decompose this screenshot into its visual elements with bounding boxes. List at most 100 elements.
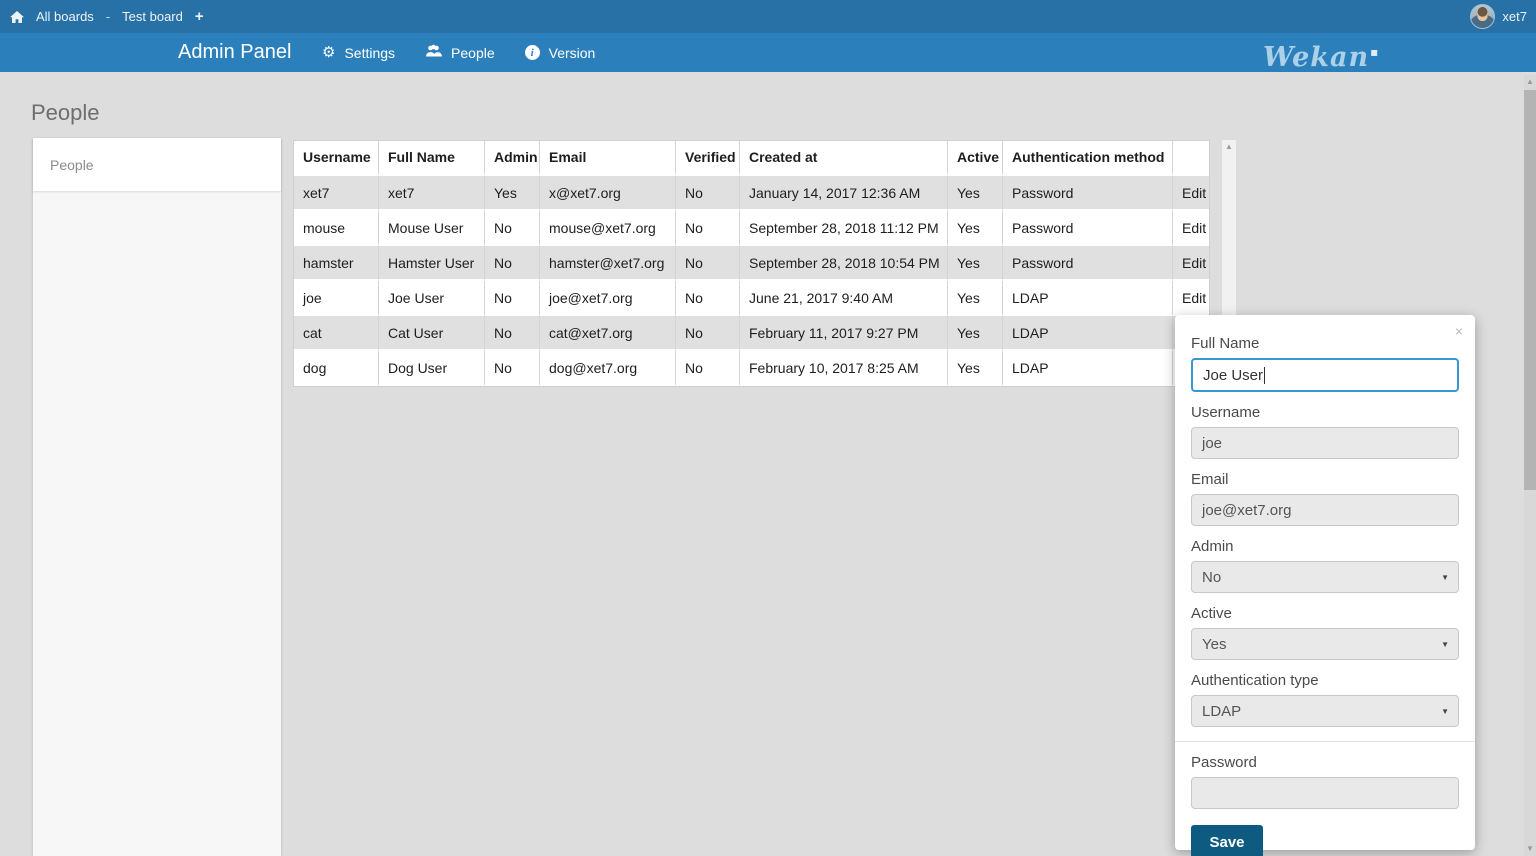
admin-panel-bar: Admin Panel ⚙ Settings People i Version … [0, 33, 1536, 73]
page-title: People [31, 100, 100, 125]
cell-email: dog@xet7.org [540, 351, 676, 386]
active-select[interactable]: Yes ▼ [1191, 628, 1459, 660]
cell-email: x@xet7.org [540, 176, 676, 211]
home-icon[interactable] [10, 10, 24, 23]
top-navigation-bar: All boards - Test board + xet7 [0, 0, 1536, 33]
chevron-down-icon: ▼ [1441, 572, 1449, 582]
add-board-button[interactable]: + [194, 8, 204, 25]
nav-version-label: Version [548, 44, 596, 61]
cell-admin: Yes [485, 176, 540, 211]
edit-link[interactable]: Edit [1182, 254, 1207, 271]
popup-divider [1175, 741, 1475, 742]
admin-select[interactable]: No ▼ [1191, 561, 1459, 593]
cell-actions: Edit [1173, 281, 1209, 316]
settings-sidebar: People [33, 138, 281, 856]
nav-settings-label: Settings [344, 44, 396, 61]
username-label: Username [1191, 404, 1261, 421]
edit-link[interactable]: Edit [1182, 219, 1207, 236]
full-name-input[interactable]: Joe User [1191, 358, 1459, 392]
cell-auth-method: Password [1003, 246, 1173, 281]
cell-full-name: xet7 [379, 176, 485, 211]
table-row: dog Dog User No dog@xet7.org No February… [294, 351, 1209, 386]
wekan-logo: Wekan▪ [1263, 42, 1380, 73]
active-group: Active Yes ▼ [1191, 605, 1459, 660]
close-icon[interactable]: × [1454, 323, 1463, 339]
cell-admin: No [485, 351, 540, 386]
cell-created-at: September 28, 2018 11:12 PM [740, 211, 948, 246]
save-button[interactable]: Save [1191, 825, 1263, 856]
sidebar-item-people[interactable]: People [33, 138, 281, 191]
cell-auth-method: Password [1003, 211, 1173, 246]
edit-link[interactable]: Edit [1182, 289, 1207, 306]
page-scrollbar-thumb[interactable] [1524, 90, 1536, 490]
cell-verified: No [676, 351, 740, 386]
cell-username: cat [294, 316, 379, 351]
cell-created-at: June 21, 2017 9:40 AM [740, 281, 948, 316]
nav-settings[interactable]: ⚙ Settings [322, 45, 395, 61]
cell-actions: Edit [1173, 176, 1209, 211]
edit-link[interactable]: Edit [1182, 184, 1207, 201]
admin-label: Admin [1191, 538, 1234, 555]
page-scroll-down-icon[interactable]: ▼ [1526, 844, 1534, 853]
page-scrollbar[interactable]: ▲ ▼ [1524, 75, 1536, 856]
chevron-down-icon: ▼ [1441, 639, 1449, 649]
admin-value: No [1202, 568, 1222, 586]
cell-verified: No [676, 281, 740, 316]
email-value: joe@xet7.org [1202, 501, 1292, 519]
auth-type-select[interactable]: LDAP ▼ [1191, 695, 1459, 727]
col-username: Username [294, 141, 379, 176]
cell-created-at: January 14, 2017 12:36 AM [740, 176, 948, 211]
cell-email: mouse@xet7.org [540, 211, 676, 246]
cell-active: Yes [948, 281, 1003, 316]
cell-full-name: Cat User [379, 316, 485, 351]
auth-type-value: LDAP [1202, 702, 1242, 720]
cell-active: Yes [948, 211, 1003, 246]
table-row: hamster Hamster User No hamster@xet7.org… [294, 246, 1209, 281]
cell-full-name: Dog User [379, 351, 485, 386]
password-group: Password [1191, 754, 1459, 809]
admin-panel-title: Admin Panel [178, 41, 292, 63]
user-avatar[interactable] [1470, 4, 1496, 29]
auth-type-label: Authentication type [1191, 672, 1319, 689]
breadcrumb: All boards - Test board + [0, 8, 204, 25]
cell-email: hamster@xet7.org [540, 246, 676, 281]
edit-user-popup: × Full Name Joe User Username joe Email … [1175, 315, 1475, 856]
email-label: Email [1191, 471, 1229, 488]
cell-verified: No [676, 211, 740, 246]
username-group: Username joe [1191, 404, 1459, 459]
board-link[interactable]: Test board [122, 9, 183, 24]
cell-full-name: Hamster User [379, 246, 485, 281]
cell-created-at: February 11, 2017 9:27 PM [740, 316, 948, 351]
col-admin: Admin [485, 141, 540, 176]
cell-actions: Edit [1173, 246, 1209, 281]
cell-auth-method: LDAP [1003, 351, 1173, 386]
nav-people[interactable]: People [425, 44, 495, 61]
table-scroll-up-icon[interactable]: ▲ [1225, 142, 1233, 151]
password-input[interactable] [1191, 777, 1459, 809]
cell-admin: No [485, 281, 540, 316]
logo-mark: ▪ [1370, 45, 1380, 59]
text-cursor [1264, 366, 1266, 384]
cell-username: joe [294, 281, 379, 316]
people-table: Username Full Name Admin Email Verified … [293, 140, 1210, 387]
gear-icon: ⚙ [322, 44, 336, 61]
cell-auth-method: LDAP [1003, 316, 1173, 351]
cell-active: Yes [948, 176, 1003, 211]
cell-admin: No [485, 211, 540, 246]
people-table-wrap: Username Full Name Admin Email Verified … [293, 140, 1210, 387]
cell-email: cat@xet7.org [540, 316, 676, 351]
all-boards-link[interactable]: All boards [36, 9, 94, 24]
cell-auth-method: LDAP [1003, 281, 1173, 316]
col-created-at: Created at [740, 141, 948, 176]
cell-username: dog [294, 351, 379, 386]
member-menu-button[interactable]: xet7 [1470, 0, 1527, 33]
chevron-down-icon: ▼ [1441, 706, 1449, 716]
col-email: Email [540, 141, 676, 176]
cell-username: hamster [294, 246, 379, 281]
page-scroll-up-icon[interactable]: ▲ [1526, 77, 1534, 86]
cell-created-at: February 10, 2017 8:25 AM [740, 351, 948, 386]
cell-active: Yes [948, 316, 1003, 351]
cell-verified: No [676, 316, 740, 351]
people-table-body: xet7 xet7 Yes x@xet7.org No January 14, … [294, 176, 1209, 386]
nav-version[interactable]: i Version [524, 44, 596, 61]
